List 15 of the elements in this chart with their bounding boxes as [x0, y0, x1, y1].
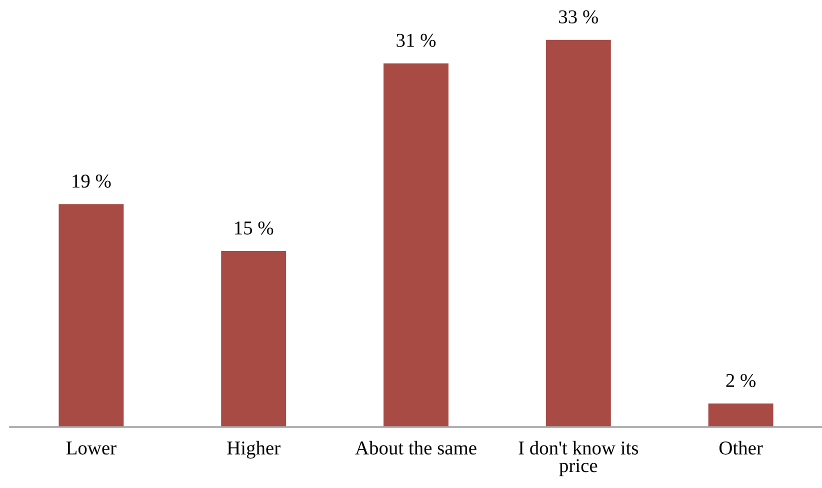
data-label: 15 % [235, 221, 274, 235]
x-tick-label: Other [719, 440, 763, 455]
x-tick-label: Lower [66, 442, 116, 455]
data-label: 31 % [396, 34, 436, 47]
x-tick-label: Higher [227, 440, 280, 459]
bar [58, 204, 124, 427]
bar [546, 40, 611, 427]
x-tick-label: About the same [355, 440, 476, 455]
x-tick-label: I don't know its price [518, 440, 638, 476]
bar [384, 63, 448, 427]
bar [221, 251, 286, 427]
data-label: 19 % [72, 174, 111, 188]
data-label: 33 % [559, 10, 598, 24]
data-label: 2 % [726, 374, 756, 388]
bar [708, 404, 774, 427]
